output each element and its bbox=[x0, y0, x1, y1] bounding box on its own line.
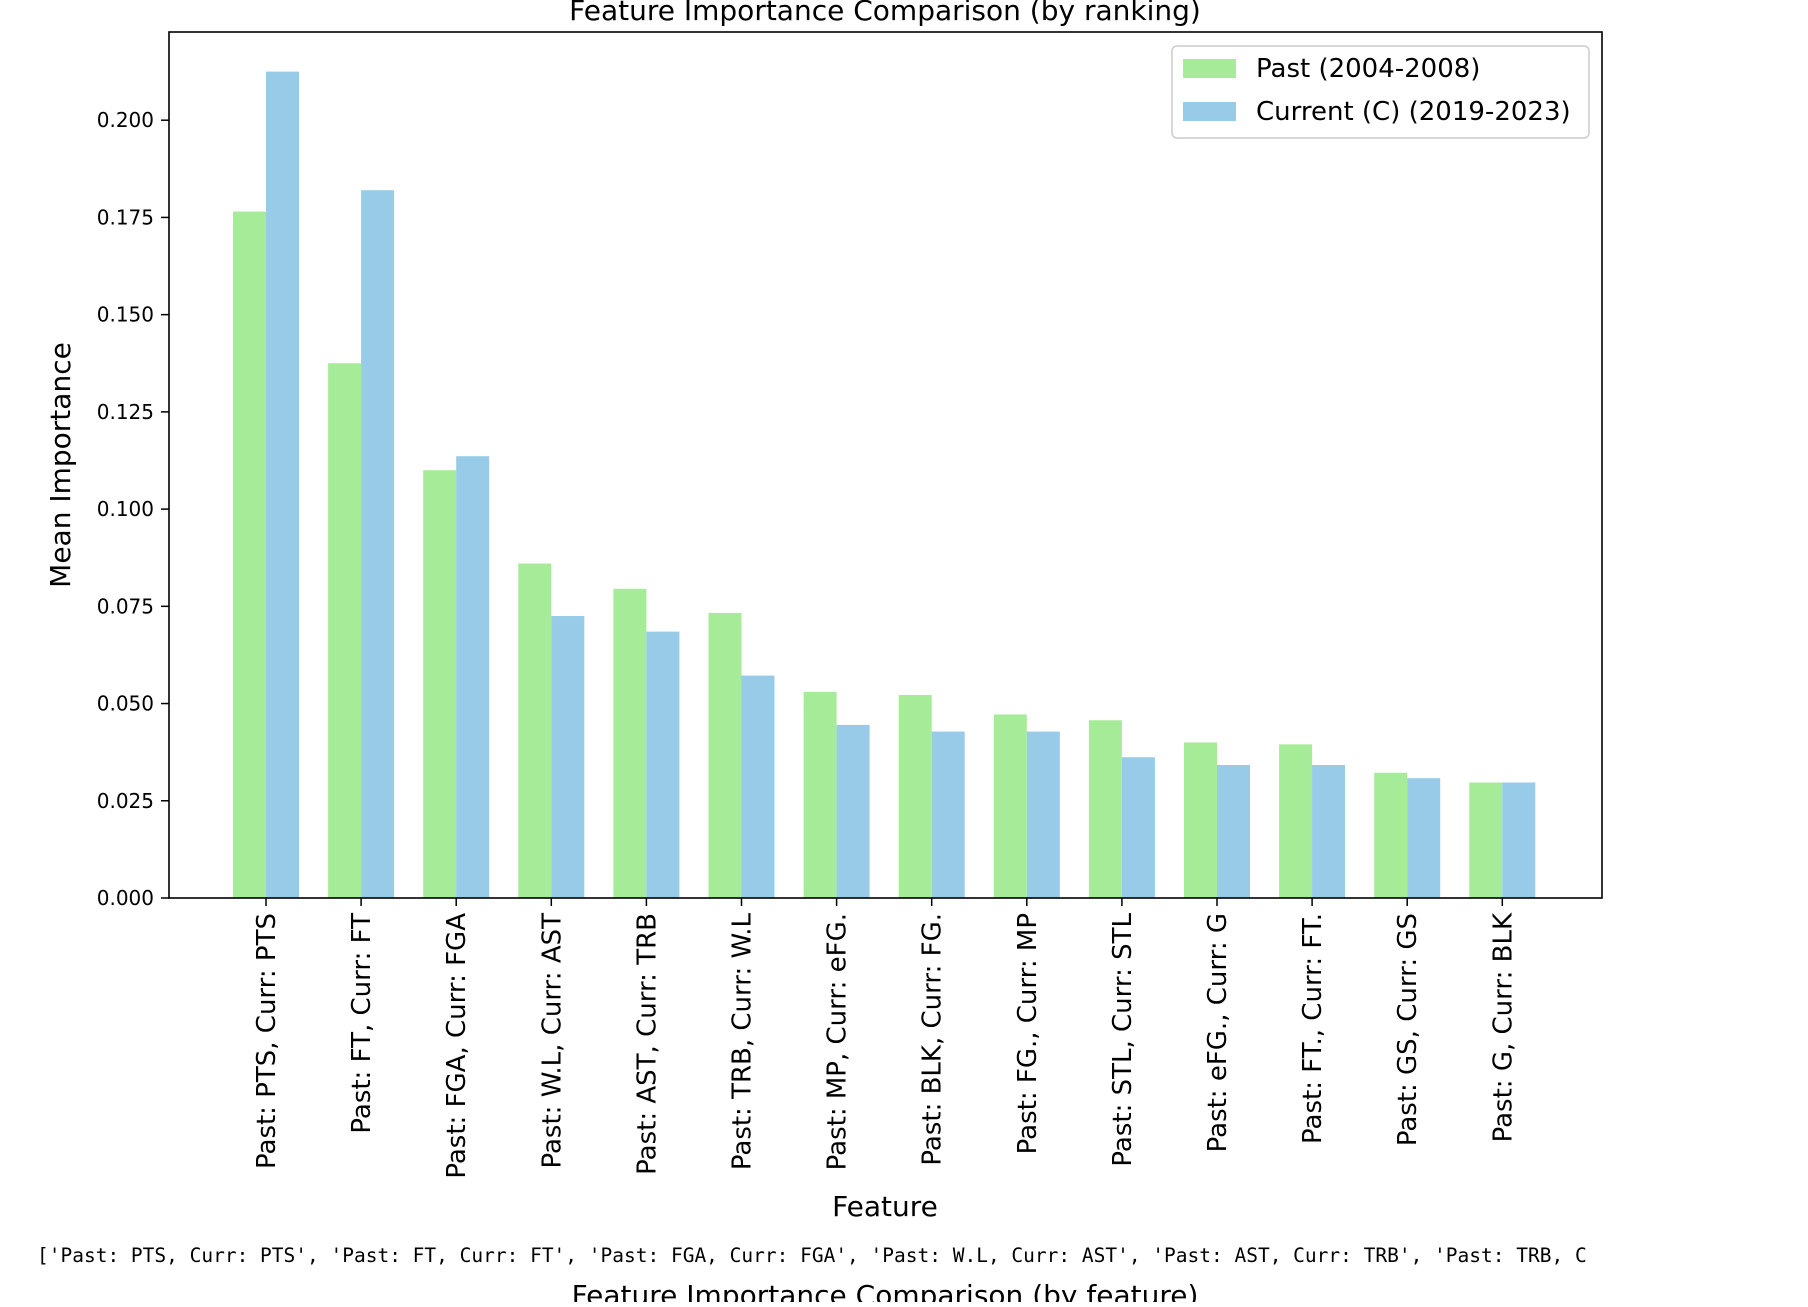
bar-past-10 bbox=[1184, 742, 1217, 898]
bar-past-3 bbox=[518, 563, 552, 898]
bar-current-10 bbox=[1217, 764, 1250, 898]
bar-past-12 bbox=[1374, 772, 1408, 898]
legend-swatch-past bbox=[1183, 59, 1236, 78]
bar-past-6 bbox=[803, 691, 837, 898]
bar-current-8 bbox=[1026, 731, 1060, 898]
x-tick-label-5: Past: TRB, Curr: W.L bbox=[728, 912, 758, 1170]
bar-past-8 bbox=[993, 714, 1027, 898]
x-tick-label-3: Past: W.L, Curr: AST bbox=[537, 913, 567, 1169]
y-tick-label-5: 0.125 bbox=[97, 400, 154, 424]
legend: Past (2004-2008) Current (C) (2019-2023) bbox=[1171, 45, 1590, 139]
x-tick-label-6: Past: MP, Curr: eFG. bbox=[823, 913, 853, 1170]
bar-current-0 bbox=[266, 71, 299, 898]
y-tick-label-2: 0.050 bbox=[97, 692, 154, 716]
x-tick-label-13: Past: G, Curr: BLK bbox=[1488, 912, 1518, 1142]
x-tick-label-0: Past: PTS, Curr: PTS bbox=[252, 913, 282, 1169]
x-tick-label-11: Past: FT., Curr: FT. bbox=[1298, 913, 1328, 1144]
chart-title: Feature Importance Comparison (by rankin… bbox=[569, 0, 1201, 27]
x-tick-label-1: Past: FT, Curr: FT bbox=[347, 913, 377, 1134]
y-tick-label-7: 0.175 bbox=[97, 205, 154, 229]
bar-current-1 bbox=[361, 190, 395, 898]
bar-past-5 bbox=[708, 612, 742, 898]
x-tick-label-7: Past: BLK, Curr: FG. bbox=[918, 913, 948, 1166]
bar-past-13 bbox=[1469, 782, 1503, 898]
bar-past-0 bbox=[233, 211, 266, 899]
bar-current-4 bbox=[646, 631, 680, 898]
bar-past-11 bbox=[1279, 744, 1313, 898]
bar-current-9 bbox=[1121, 757, 1155, 898]
x-tick-label-8: Past: FG., Curr: MP bbox=[1013, 913, 1043, 1154]
bar-current-3 bbox=[551, 616, 585, 898]
bar-past-7 bbox=[898, 694, 932, 898]
y-tick-label-8: 0.200 bbox=[97, 108, 154, 132]
next-chart-title: Feature Importance Comparison (by featur… bbox=[572, 1279, 1199, 1302]
bar-current-6 bbox=[836, 724, 870, 898]
y-axis-label: Mean Importance bbox=[44, 342, 77, 588]
bar-current-11 bbox=[1312, 764, 1346, 898]
bar-current-5 bbox=[741, 675, 775, 898]
legend-label-current: Current (C) (2019-2023) bbox=[1256, 97, 1571, 127]
bar-current-13 bbox=[1502, 782, 1536, 898]
x-tick-label-4: Past: AST, Curr: TRB bbox=[632, 913, 662, 1175]
y-tick-label-0: 0.000 bbox=[97, 886, 154, 910]
legend-box bbox=[1171, 45, 1590, 139]
bar-current-12 bbox=[1407, 778, 1441, 898]
x-axis-label: Feature bbox=[832, 1190, 938, 1223]
bar-past-2 bbox=[423, 470, 457, 898]
bar-past-9 bbox=[1088, 720, 1122, 898]
bar-current-2 bbox=[456, 456, 490, 898]
bar-past-4 bbox=[613, 588, 647, 898]
x-tick-label-12: Past: GS, Curr: GS bbox=[1393, 913, 1423, 1146]
bar-past-1 bbox=[328, 363, 362, 898]
y-tick-label-6: 0.150 bbox=[97, 303, 154, 327]
legend-swatch-current bbox=[1183, 102, 1236, 121]
printed-output-text: ['Past: PTS, Curr: PTS', 'Past: FT, Curr… bbox=[37, 1244, 1587, 1267]
y-tick-label-3: 0.075 bbox=[97, 594, 154, 618]
plot-frame bbox=[168, 31, 1603, 899]
x-tick-label-9: Past: STL, Curr: STL bbox=[1108, 912, 1138, 1166]
bars-layer bbox=[233, 71, 1536, 899]
y-tick-label-1: 0.025 bbox=[97, 789, 154, 813]
bar-current-7 bbox=[931, 731, 965, 898]
y-axis: 0.000 0.025 0.050 0.075 0.100 0.125 0.150 0.175… bbox=[97, 108, 169, 910]
y-tick-label-4: 0.100 bbox=[97, 497, 154, 521]
x-tick-label-10: Past: eFG., Curr: G bbox=[1203, 913, 1233, 1152]
legend-label-past: Past (2004-2008) bbox=[1256, 54, 1480, 84]
x-tick-label-2: Past: FGA, Curr: FGA bbox=[442, 913, 472, 1179]
x-axis: Past: PTS, Curr: PTS Past: FT, Curr: FT Pa… bbox=[252, 898, 1518, 1179]
